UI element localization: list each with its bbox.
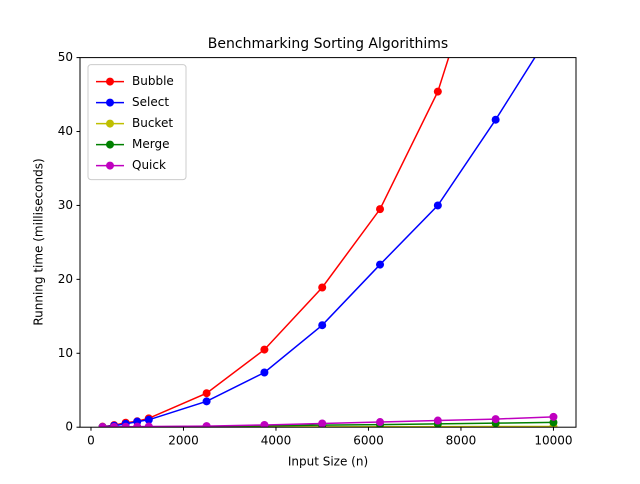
x-tick-label: 0	[87, 434, 95, 448]
data-point	[260, 420, 269, 428]
chart-title: Benchmarking Sorting Algorithims	[208, 36, 448, 52]
y-tick-label: 40	[58, 124, 73, 138]
legend-marker	[106, 77, 114, 86]
data-point	[144, 415, 153, 424]
legend-label: Bucket	[132, 116, 173, 130]
data-point	[318, 321, 327, 330]
legend-label: Select	[132, 95, 169, 109]
legend-label: Merge	[132, 137, 169, 151]
legend-box	[87, 64, 187, 181]
data-point	[491, 115, 500, 124]
x-tick-label: 8000	[446, 434, 477, 448]
y-tick-label: 20	[58, 272, 73, 286]
data-point	[376, 260, 385, 269]
data-point	[110, 422, 119, 428]
data-point	[260, 345, 269, 354]
data-point	[202, 422, 211, 428]
y-tick-label: 30	[58, 198, 73, 212]
data-point	[318, 283, 327, 292]
series-line	[102, 57, 450, 428]
x-tick-label: 10000	[534, 434, 572, 448]
legend-marker	[106, 119, 114, 128]
x-tick-label: 6000	[353, 434, 384, 448]
data-point	[433, 87, 442, 96]
x-tick-label: 4000	[261, 434, 292, 448]
data-point	[260, 368, 269, 377]
data-point	[121, 422, 130, 428]
legend-label: Quick	[132, 158, 166, 172]
y-tick-label: 50	[58, 50, 73, 64]
y-axis-label: Running time (milliseconds)	[32, 158, 46, 325]
data-point	[318, 419, 327, 428]
data-point	[144, 422, 153, 428]
data-point	[433, 416, 442, 425]
legend-marker	[106, 161, 114, 170]
data-point	[376, 205, 385, 214]
legend-marker	[106, 140, 114, 149]
y-tick-label: 10	[58, 346, 73, 360]
axes-frame	[79, 57, 577, 428]
legend-marker	[106, 98, 114, 107]
data-point	[376, 418, 385, 427]
data-point	[202, 397, 211, 406]
x-axis-label: Input Size (n)	[288, 455, 368, 469]
legend-label: Bubble	[132, 74, 174, 88]
data-point	[549, 418, 558, 427]
data-point	[491, 415, 500, 424]
data-point	[549, 412, 558, 421]
y-tick-label: 0	[65, 420, 73, 434]
data-point	[133, 422, 142, 428]
data-point	[202, 389, 211, 398]
x-tick-label: 2000	[168, 434, 199, 448]
data-point	[433, 201, 442, 210]
data-point	[549, 24, 557, 32]
data-point	[98, 423, 107, 428]
